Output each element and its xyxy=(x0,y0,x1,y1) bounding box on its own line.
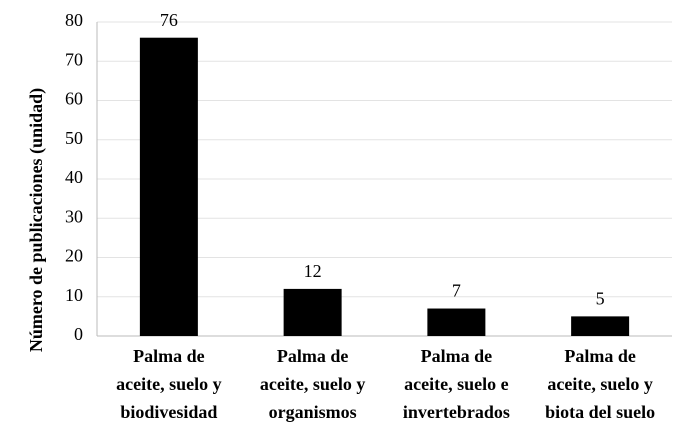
value-label: 12 xyxy=(304,261,322,281)
bar xyxy=(571,316,630,336)
y-tick-label: 50 xyxy=(65,128,83,148)
value-label: 76 xyxy=(160,10,178,30)
bar xyxy=(139,37,198,336)
y-tick-label: 30 xyxy=(65,206,83,226)
y-tick-label: 10 xyxy=(65,285,83,305)
bar xyxy=(427,308,486,336)
y-tick-label: 70 xyxy=(65,49,83,69)
y-tick-label: 0 xyxy=(74,324,83,344)
y-tick-label: 60 xyxy=(65,89,83,109)
value-label: 5 xyxy=(596,289,605,309)
y-tick-label: 20 xyxy=(65,246,83,266)
x-tick-label: Palma de aceite, suelo y biota del suelo xyxy=(545,346,655,422)
y-tick-label: 80 xyxy=(65,10,83,30)
y-tick-label: 40 xyxy=(65,167,83,187)
x-tick-label: Palma de aceite, suelo y organismos xyxy=(260,346,365,422)
x-tick-label: Palma de aceite, suelo e invertebrados xyxy=(403,346,510,422)
value-label: 7 xyxy=(452,281,461,301)
y-axis-label: Número de publicaciones (unidad) xyxy=(26,88,47,352)
x-tick-label: Palma de aceite, suelo y biodivesidad xyxy=(116,346,221,422)
bar xyxy=(283,288,342,336)
